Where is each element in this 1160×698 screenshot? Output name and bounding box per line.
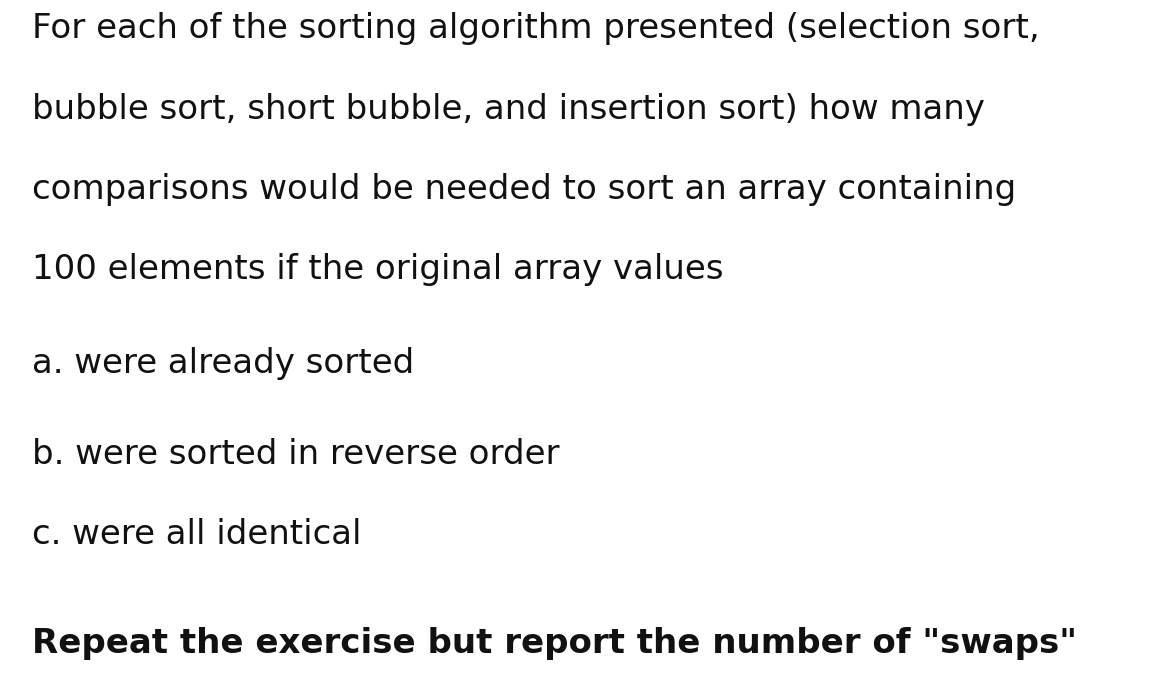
Text: For each of the sorting algorithm presented (selection sort,: For each of the sorting algorithm presen… bbox=[32, 13, 1041, 45]
Text: bubble sort, short bubble, and insertion sort) how many: bubble sort, short bubble, and insertion… bbox=[32, 93, 985, 126]
Text: Repeat the exercise but report the number of "swaps": Repeat the exercise but report the numbe… bbox=[32, 627, 1078, 660]
Text: comparisons would be needed to sort an array containing: comparisons would be needed to sort an a… bbox=[32, 173, 1016, 206]
Text: a. were already sorted: a. were already sorted bbox=[32, 348, 415, 380]
Text: c. were all identical: c. were all identical bbox=[32, 519, 362, 551]
Text: 100 elements if the original array values: 100 elements if the original array value… bbox=[32, 253, 724, 286]
Text: b. were sorted in reverse order: b. were sorted in reverse order bbox=[32, 438, 560, 471]
